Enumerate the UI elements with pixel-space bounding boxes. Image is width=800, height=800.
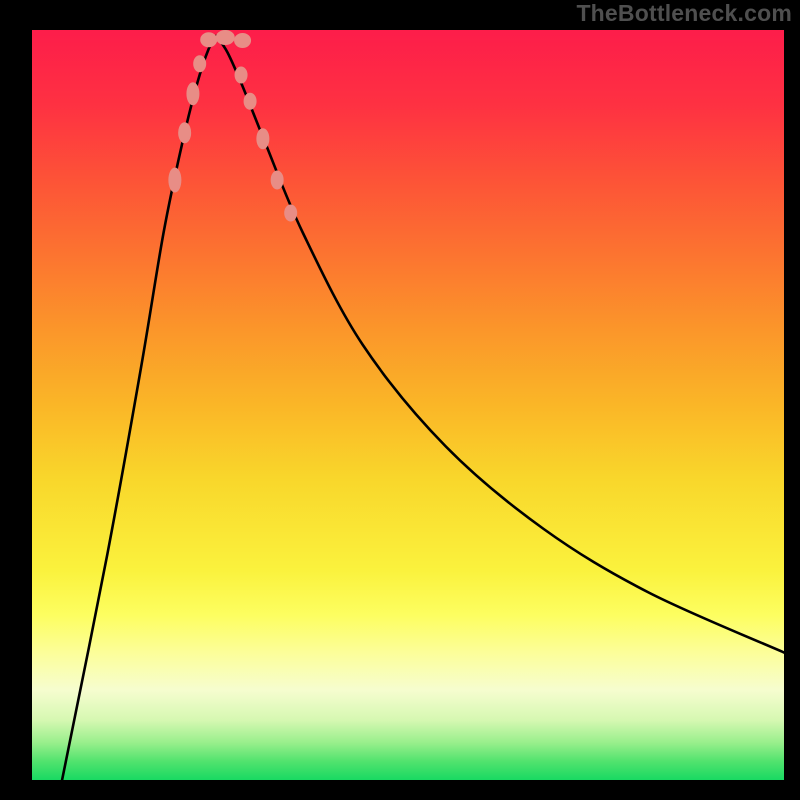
scatter-point [216, 31, 234, 45]
scatter-point [235, 67, 247, 83]
scatter-point [271, 171, 283, 189]
scatter-point [285, 205, 297, 221]
chart-svg [32, 30, 784, 780]
scatter-point [169, 168, 181, 192]
scatter-point [179, 123, 191, 143]
scatter-point [257, 129, 269, 149]
scatter-point [244, 93, 256, 109]
stage: TheBottleneck.com [0, 0, 800, 800]
plot-area [32, 30, 784, 780]
scatter-point [187, 83, 199, 105]
scatter-point [201, 33, 217, 47]
watermark-text: TheBottleneck.com [576, 0, 792, 27]
scatter-point [194, 56, 206, 72]
scatter-point [235, 34, 251, 48]
